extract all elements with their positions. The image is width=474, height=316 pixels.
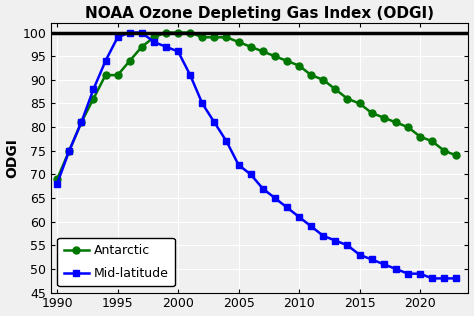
- Antarctic: [151, 35, 157, 39]
- Mid-latitude: [200, 101, 205, 105]
- Mid-latitude: [417, 272, 423, 276]
- Mid-latitude: [308, 224, 314, 228]
- Antarctic: [224, 35, 229, 39]
- Antarctic: [115, 73, 120, 77]
- Antarctic: [405, 125, 411, 129]
- Antarctic: [393, 120, 399, 124]
- Antarctic: [429, 139, 435, 143]
- Mid-latitude: [284, 206, 290, 210]
- Mid-latitude: [345, 243, 350, 247]
- Mid-latitude: [127, 31, 133, 34]
- Mid-latitude: [79, 120, 84, 124]
- Antarctic: [66, 149, 72, 153]
- Antarctic: [127, 59, 133, 63]
- Mid-latitude: [175, 50, 181, 53]
- Antarctic: [139, 45, 145, 49]
- Mid-latitude: [224, 139, 229, 143]
- Mid-latitude: [320, 234, 326, 238]
- Mid-latitude: [429, 276, 435, 280]
- Legend: Antarctic, Mid-latitude: Antarctic, Mid-latitude: [57, 238, 175, 286]
- Antarctic: [284, 59, 290, 63]
- Antarctic: [236, 40, 241, 44]
- Antarctic: [272, 54, 278, 58]
- Antarctic: [357, 101, 363, 105]
- Antarctic: [211, 35, 217, 39]
- Mid-latitude: [91, 88, 96, 91]
- Antarctic: [187, 31, 193, 34]
- Line: Antarctic: Antarctic: [54, 29, 460, 183]
- Antarctic: [91, 97, 96, 101]
- Antarctic: [333, 88, 338, 91]
- Antarctic: [103, 73, 109, 77]
- Antarctic: [381, 116, 387, 119]
- Antarctic: [163, 31, 169, 34]
- Mid-latitude: [66, 149, 72, 153]
- Mid-latitude: [115, 35, 120, 39]
- Y-axis label: ODGI: ODGI: [6, 138, 19, 178]
- Mid-latitude: [333, 239, 338, 242]
- Mid-latitude: [211, 120, 217, 124]
- Mid-latitude: [139, 31, 145, 34]
- Mid-latitude: [357, 253, 363, 257]
- Antarctic: [454, 154, 459, 157]
- Mid-latitude: [163, 45, 169, 49]
- Mid-latitude: [296, 215, 302, 219]
- Mid-latitude: [405, 272, 411, 276]
- Antarctic: [248, 45, 254, 49]
- Mid-latitude: [103, 59, 109, 63]
- Mid-latitude: [151, 40, 157, 44]
- Title: NOAA Ozone Depleting Gas Index (ODGI): NOAA Ozone Depleting Gas Index (ODGI): [85, 6, 434, 21]
- Antarctic: [320, 78, 326, 82]
- Antarctic: [369, 111, 374, 115]
- Mid-latitude: [393, 267, 399, 271]
- Mid-latitude: [55, 182, 60, 186]
- Antarctic: [260, 50, 265, 53]
- Antarctic: [296, 64, 302, 68]
- Mid-latitude: [381, 262, 387, 266]
- Mid-latitude: [248, 173, 254, 176]
- Antarctic: [417, 135, 423, 138]
- Antarctic: [345, 97, 350, 101]
- Antarctic: [441, 149, 447, 153]
- Mid-latitude: [272, 196, 278, 200]
- Mid-latitude: [236, 163, 241, 167]
- Antarctic: [55, 177, 60, 181]
- Antarctic: [79, 120, 84, 124]
- Mid-latitude: [369, 258, 374, 261]
- Mid-latitude: [441, 276, 447, 280]
- Antarctic: [175, 31, 181, 34]
- Mid-latitude: [187, 73, 193, 77]
- Line: Mid-latitude: Mid-latitude: [54, 29, 460, 282]
- Mid-latitude: [454, 276, 459, 280]
- Antarctic: [308, 73, 314, 77]
- Mid-latitude: [260, 187, 265, 191]
- Antarctic: [200, 35, 205, 39]
